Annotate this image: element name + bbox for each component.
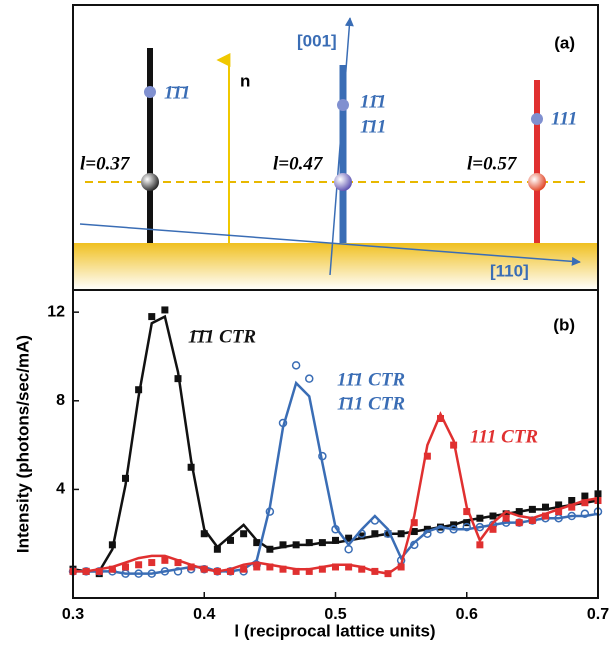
data-point [148, 313, 156, 321]
data-point [108, 565, 116, 573]
panel-label: (a) [554, 33, 575, 52]
data-point [227, 567, 234, 575]
data-point [581, 499, 589, 507]
data-point [253, 539, 261, 547]
data-point [463, 508, 471, 516]
data-point [502, 514, 510, 522]
rod-position: l=0.47 [273, 153, 324, 174]
data-point [476, 541, 484, 549]
y-tick-label: 4 [56, 481, 65, 498]
fit-line [73, 411, 599, 575]
y-tick-label: 8 [56, 392, 65, 409]
axis-001 [329, 17, 354, 276]
data-point [173, 567, 183, 576]
data-point [423, 452, 431, 460]
y-tick-label: 12 [47, 303, 65, 320]
data-point [213, 545, 221, 553]
data-point [489, 525, 497, 533]
data-point [187, 563, 195, 571]
data-point [437, 415, 444, 423]
fit-line [73, 380, 599, 575]
data-point [581, 492, 589, 500]
data-point [344, 545, 353, 554]
normal-label: n [240, 71, 250, 90]
surface [73, 243, 598, 290]
data-point [410, 519, 418, 527]
data-point [555, 501, 563, 509]
axis-label: [001] [297, 31, 337, 50]
x-tick-label: 0.7 [587, 606, 609, 623]
bragg-dot [531, 113, 543, 125]
data-point [148, 559, 156, 567]
data-point [253, 563, 261, 571]
data-point [358, 532, 366, 540]
data-point [291, 361, 301, 370]
data-point [161, 556, 169, 564]
data-point [95, 567, 103, 575]
reflection: 1̄1̄1 [164, 82, 190, 103]
data-point [305, 539, 313, 547]
reflection: 1̄11 [360, 116, 386, 137]
data-point [371, 530, 379, 538]
data-point [292, 567, 300, 575]
bragg-dot [337, 99, 349, 111]
data-point [397, 563, 405, 571]
panel-label: (b) [553, 315, 575, 334]
annotation: 1̄11 CTR [337, 393, 405, 414]
x-tick-label: 0.4 [193, 606, 215, 623]
data-point [200, 530, 208, 538]
y-axis-label: Intensity (photons/sec/mA) [13, 335, 32, 553]
x-tick-label: 0.3 [62, 606, 84, 623]
reflection: 11̄1 [360, 91, 386, 112]
data-point [345, 534, 353, 542]
data-point [555, 508, 563, 516]
sphere [141, 173, 159, 191]
data-point [122, 563, 129, 571]
data-point [227, 536, 234, 544]
data-point [279, 565, 287, 573]
data-point [462, 522, 471, 532]
data-point [135, 561, 143, 569]
data-point [266, 563, 274, 571]
data-point [358, 565, 366, 573]
annotation: 1̄1̄1 CTR [188, 326, 256, 347]
bragg-dot [144, 86, 156, 98]
axis-110 [79, 223, 581, 266]
data-point [345, 563, 353, 571]
data-point [515, 519, 523, 527]
data-point [542, 512, 549, 520]
x-tick-label: 0.5 [324, 606, 346, 623]
reflection: 111 [551, 108, 577, 129]
data-point [580, 509, 590, 519]
x-axis-label: l (reciprocal lattice units) [234, 621, 435, 640]
data-point [332, 563, 339, 571]
data-point [240, 565, 248, 573]
rod-position: l=0.37 [80, 153, 131, 174]
data-point [568, 503, 576, 511]
data-point [305, 567, 313, 575]
sphere [528, 173, 546, 191]
data-point [568, 497, 576, 505]
sphere [334, 173, 352, 191]
frame [72, 4, 599, 599]
axis-label: [110] [490, 261, 529, 280]
data-point [240, 530, 248, 538]
data-point [318, 565, 326, 573]
data-point [463, 519, 471, 527]
data-point [332, 536, 339, 544]
data-point [528, 516, 536, 524]
panel-a: (a) n [001] [110] l=0.37 l=0.47 l=0.57 1… [73, 17, 598, 290]
data-point [174, 559, 182, 567]
x-tick-label: 0.6 [456, 606, 478, 623]
data-point [542, 503, 549, 511]
rod-position: l=0.57 [467, 153, 518, 174]
annotation: 111 CTR [470, 426, 538, 447]
data-point [305, 374, 314, 383]
annotation: 11̄1 CTR [337, 369, 405, 390]
data-point [279, 541, 287, 549]
data-point [161, 306, 169, 314]
